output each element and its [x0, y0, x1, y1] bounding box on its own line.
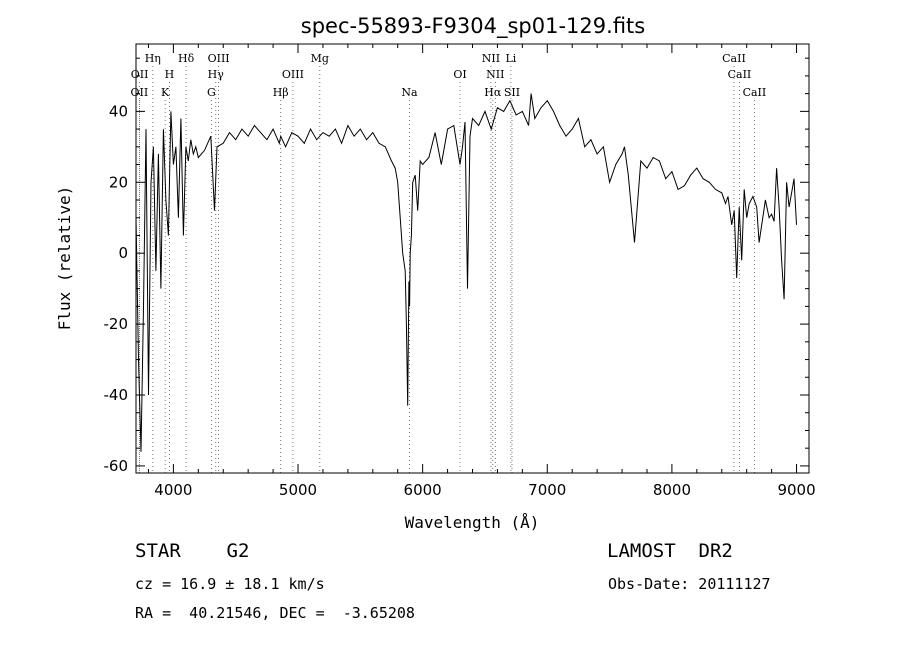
line-marker-label: CaII	[743, 86, 767, 99]
coordinates-text: RA = 40.21546, DEC = -3.65208	[135, 604, 415, 622]
line-marker-label: OI	[453, 68, 466, 81]
y-tick-label: 40	[109, 102, 128, 120]
x-tick-label: 7000	[528, 481, 566, 499]
line-marker-label: Mg	[311, 52, 329, 65]
line-marker-label: H	[165, 68, 175, 81]
line-marker-label: Hβ	[273, 86, 289, 99]
obs-date-text: Obs-Date: 20111127	[608, 575, 771, 593]
line-marker-label: Hδ	[178, 52, 195, 65]
line-marker-label: CaII	[728, 68, 752, 81]
plot-frame	[135, 43, 810, 474]
chart-title: spec-55893-F9304_sp01-129.fits	[301, 14, 645, 39]
survey-text: LAMOST DR2	[607, 540, 733, 562]
x-tick-label: 5000	[279, 481, 317, 499]
line-marker-label: G	[207, 86, 216, 99]
y-tick-label: -20	[104, 315, 129, 333]
redshift-text: cz = 16.9 ± 18.1 km/s	[135, 575, 325, 593]
y-tick-label: 0	[118, 244, 128, 262]
line-marker-label: OIII	[208, 52, 230, 65]
y-tick-label: -40	[104, 386, 129, 404]
line-marker-label: NII	[482, 52, 500, 65]
line-marker-label: Hα	[484, 86, 502, 99]
line-marker-label: Hγ	[208, 68, 225, 81]
line-marker-label: OII	[131, 86, 149, 99]
line-marker-label: OII	[131, 68, 149, 81]
y-tick-label: -60	[104, 457, 129, 475]
x-tick-label: 8000	[653, 481, 691, 499]
line-marker-label: SII	[504, 86, 520, 99]
line-marker-label: Li	[505, 52, 516, 65]
axis-ticks: 4000 5000 6000 7000 8000 9000 -60 -40 -20 0 20 40	[104, 44, 816, 499]
x-axis-label: Wavelength (Å)	[405, 513, 540, 532]
classification-text: STAR G2	[135, 540, 250, 562]
line-marker-label: K	[161, 86, 170, 99]
line-marker-label: Hη	[145, 52, 161, 65]
y-axis-label: Flux (relative)	[55, 186, 74, 331]
x-tick-label: 6000	[404, 481, 442, 499]
line-marker-label: CaII	[722, 52, 746, 65]
line-marker-label: OIII	[282, 68, 304, 81]
line-marker-label: NII	[486, 68, 504, 81]
line-marker-label: Na	[401, 86, 418, 99]
x-tick-label: 4000	[154, 481, 192, 499]
spectrum-line	[135, 93, 797, 452]
x-tick-label: 9000	[777, 481, 815, 499]
y-tick-label: 20	[109, 173, 128, 191]
